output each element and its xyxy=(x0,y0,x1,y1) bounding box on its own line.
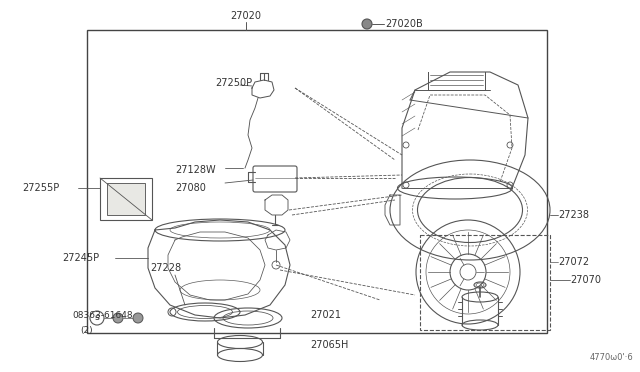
Text: 27228: 27228 xyxy=(150,263,181,273)
Bar xyxy=(100,178,152,220)
Text: 27245P: 27245P xyxy=(62,253,99,263)
Text: (2): (2) xyxy=(80,326,93,334)
Text: 4770ω0'·6: 4770ω0'·6 xyxy=(590,353,634,362)
Text: 27020B: 27020B xyxy=(385,19,423,29)
Bar xyxy=(87,30,547,333)
Text: 27238: 27238 xyxy=(558,210,589,220)
Text: 27070: 27070 xyxy=(570,275,601,285)
Bar xyxy=(420,235,550,330)
Text: 27080: 27080 xyxy=(175,183,206,193)
Text: 27021: 27021 xyxy=(310,310,341,320)
Text: 08363-61648: 08363-61648 xyxy=(72,311,132,321)
Text: S: S xyxy=(95,315,99,321)
Circle shape xyxy=(113,313,123,323)
Circle shape xyxy=(362,19,372,29)
Text: 27255P: 27255P xyxy=(22,183,60,193)
Bar xyxy=(107,183,145,215)
Text: 27065H: 27065H xyxy=(310,340,348,350)
Text: 27020: 27020 xyxy=(230,11,262,21)
Text: 27128W: 27128W xyxy=(175,165,216,175)
Text: 27250P: 27250P xyxy=(215,78,252,88)
Text: 27072: 27072 xyxy=(558,257,589,267)
Circle shape xyxy=(133,313,143,323)
